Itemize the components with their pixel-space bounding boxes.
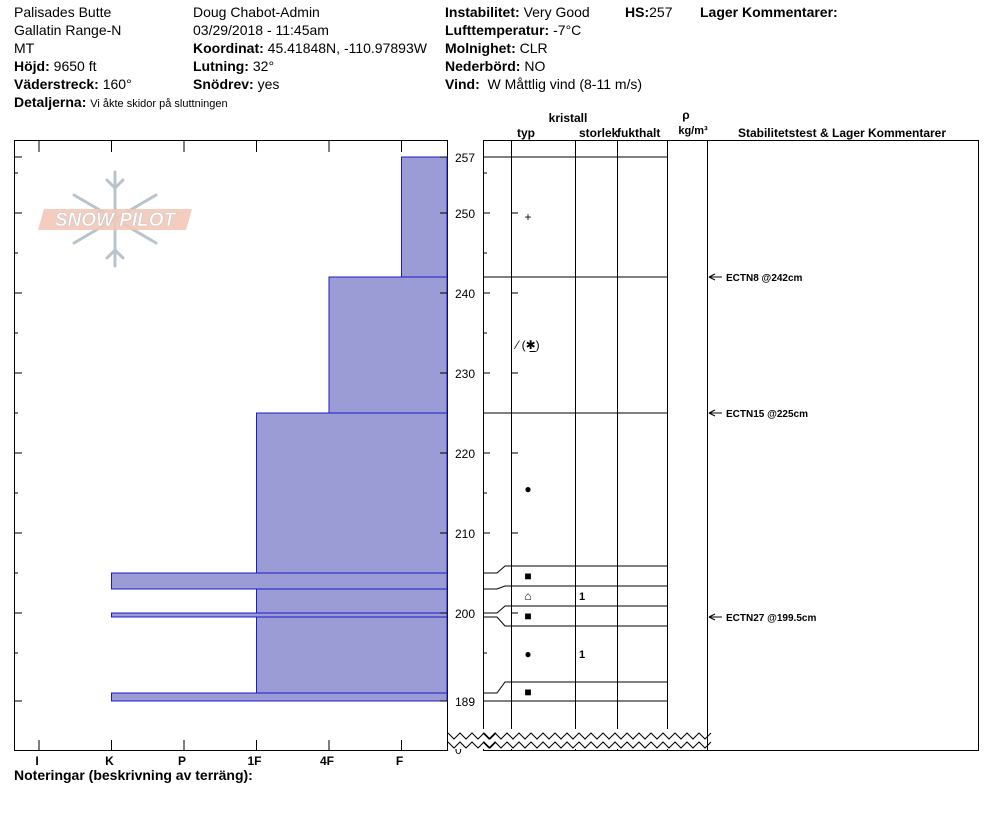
crystal-type-symbol: ■	[524, 685, 531, 699]
x-tick-label: I	[35, 754, 38, 768]
layer-connector	[483, 565, 511, 574]
hs-value: 257	[649, 4, 673, 20]
crystal-type-symbol: +	[524, 210, 531, 224]
moisture-header: fukthalt	[617, 126, 660, 140]
hardness-layer-bar	[111, 612, 448, 618]
density-unit-header: kg/m³	[678, 125, 708, 137]
stability-arrowhead	[708, 409, 716, 417]
y-tick-label: 220	[455, 447, 475, 461]
aspect-label: Väderstreck:	[14, 76, 99, 92]
sky-value: CLR	[519, 40, 548, 56]
drift-label: Snödrev:	[193, 76, 254, 92]
rho-header: ρ	[682, 108, 689, 122]
crystal-size: 1	[579, 649, 585, 661]
wind-row: Vind: W Måttlig vind (8-11 m/s)	[445, 75, 642, 93]
stability-arrowhead	[708, 273, 716, 281]
precip-row: Nederbörd: NO	[445, 57, 545, 75]
crystal-type-symbol: ⁄ (✱̲)	[513, 338, 539, 352]
mountain-range: Gallatin Range-N	[14, 22, 122, 38]
y-tick-label: 210	[455, 527, 475, 541]
layer-comments-heading: Lager Kommentarer:	[700, 4, 838, 20]
crystal-type-symbol: ■	[524, 569, 531, 583]
y-tick-label: 250	[455, 207, 475, 221]
hardness-layer-bar	[401, 156, 448, 278]
precip-value: NO	[524, 58, 546, 74]
stability-header: Stabilitetstest & Lager Kommentarer	[738, 126, 946, 140]
hardness-layer-bar	[111, 572, 448, 590]
hardness-layer-bar	[256, 616, 448, 694]
size-header: storlek	[579, 126, 619, 140]
crystal-type-symbol: ●	[524, 482, 531, 496]
slope-label: Lutning:	[193, 58, 249, 74]
hardness-layer-bar	[256, 588, 448, 614]
type-header: typ	[517, 126, 535, 140]
layer-connector	[483, 681, 511, 694]
instability-label: Instabilitet:	[445, 4, 520, 20]
snowpilot-logo: SNOW PILOT	[38, 209, 192, 231]
details-label: Detaljerna:	[14, 94, 87, 110]
state: MT	[14, 40, 35, 56]
precip-label: Nederbörd:	[445, 58, 521, 74]
details-row: Detaljerna: Vi åkte skidor på sluttninge…	[14, 93, 228, 113]
crystal-header: kristall	[549, 111, 588, 125]
coordinate-row: Koordinat: 45.41848N, -110.97893W	[193, 39, 427, 57]
drift-value: yes	[257, 76, 280, 92]
hardness-layer-bar	[256, 412, 448, 574]
stability-test-label: ECTN8 @242cm	[726, 273, 803, 284]
layer-connector	[483, 616, 511, 627]
drift-row: Snödrev: yes	[193, 75, 279, 93]
hs-row: HS:257	[625, 3, 672, 21]
layer-table-frame	[483, 140, 979, 751]
airtemp-label: Lufttemperatur:	[445, 22, 550, 38]
svg-text:SNOW PILOT: SNOW PILOT	[55, 210, 177, 231]
elevation-row: Höjd: 9650 ft	[14, 57, 96, 75]
y-tick-label: 189	[455, 695, 475, 709]
wind-value: W Måttlig vind (8-11 m/s)	[487, 76, 643, 92]
x-tick-label: K	[105, 754, 114, 768]
details-value: Vi åkte skidor på sluttningen	[90, 98, 228, 110]
crystal-type-symbol: ●	[524, 647, 531, 661]
crystal-type-symbol: ⌂	[524, 589, 531, 603]
coordinate-label: Koordinat:	[193, 40, 264, 56]
elevation-value: 9650 ft	[53, 58, 97, 74]
crystal-size: 1	[579, 591, 585, 603]
stability-test-label: ECTN27 @199.5cm	[726, 613, 816, 624]
slope-row: Lutning: 32°	[193, 57, 274, 75]
location: Palisades Butte	[14, 4, 112, 20]
aspect-row: Väderstreck: 160°	[14, 75, 132, 93]
aspect-value: 160°	[102, 76, 132, 92]
axis-break	[447, 729, 712, 749]
airtemp-value: -7°C	[553, 22, 582, 38]
y-tick-label: 240	[455, 287, 475, 301]
y-tick-label: 0	[455, 743, 462, 757]
hardness-layer-bar	[328, 276, 448, 414]
slope-value: 32°	[252, 58, 275, 74]
crystal-type-symbol: ■	[524, 609, 531, 623]
observer: Doug Chabot-Admin	[193, 4, 320, 20]
coordinate-value: 45.41848N, -110.97893W	[267, 40, 427, 56]
x-tick-label: 4F	[320, 754, 334, 768]
wind-label: Vind:	[445, 76, 480, 92]
instability-row: Instabilitet: Very Good	[445, 3, 590, 21]
x-tick-label: F	[396, 754, 403, 768]
y-tick-label: 230	[455, 367, 475, 381]
datetime: 03/29/2018 - 11:45am	[193, 22, 329, 38]
layer-connector	[483, 585, 511, 590]
x-tick-label: P	[178, 754, 186, 768]
y-tick-label: 200	[455, 607, 475, 621]
notes-label: Noteringar (beskrivning av terräng):	[14, 767, 253, 783]
airtemp-row: Lufttemperatur: -7°C	[445, 21, 581, 39]
hs-label: HS:	[625, 4, 650, 20]
elevation-label: Höjd:	[14, 58, 50, 74]
hardness-layer-bar	[111, 692, 448, 702]
stability-arrowhead	[708, 613, 716, 621]
stability-test-label: ECTN15 @225cm	[726, 409, 808, 420]
sky-label: Molnighet:	[445, 40, 516, 56]
y-tick-label: 257	[455, 151, 475, 165]
instability-value: Very Good	[523, 4, 590, 20]
x-tick-label: 1F	[247, 754, 261, 768]
sky-row: Molnighet: CLR	[445, 39, 548, 57]
layer-connector	[483, 605, 511, 614]
